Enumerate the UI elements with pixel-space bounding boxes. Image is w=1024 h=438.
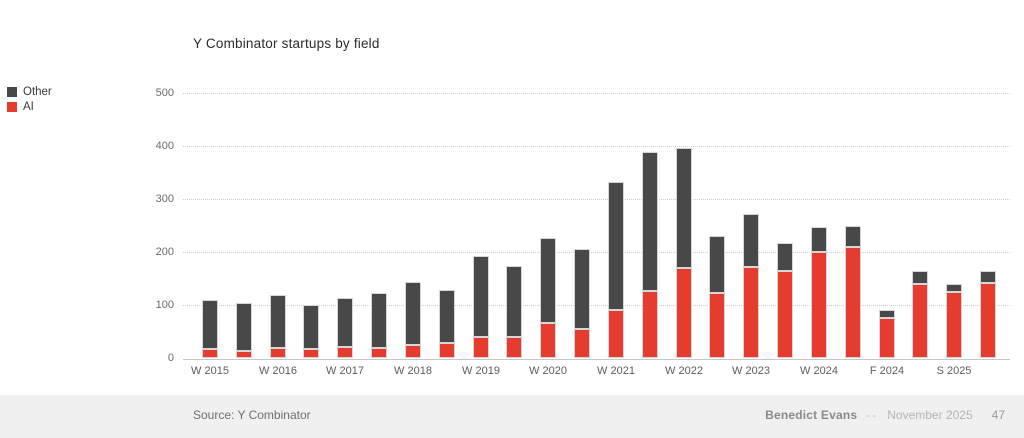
bar-segment-other bbox=[980, 270, 996, 283]
source-caption: Source: Y Combinator bbox=[193, 408, 311, 422]
bar-segment-ai bbox=[236, 350, 252, 359]
bar-segment-other bbox=[608, 182, 624, 310]
bar-segment-other bbox=[439, 290, 455, 343]
bar-segment-other bbox=[912, 270, 928, 285]
bar-segment-other bbox=[405, 282, 421, 346]
bar-segment-ai bbox=[270, 347, 286, 359]
page-number: 47 bbox=[991, 408, 1005, 422]
legend-item-other: Other bbox=[7, 84, 52, 99]
bar-segment-other bbox=[946, 284, 962, 292]
x-axis-tick-label: W 2020 bbox=[529, 365, 567, 377]
x-axis-tick-label: W 2015 bbox=[191, 365, 229, 377]
author-name: Benedict Evans bbox=[765, 408, 858, 422]
legend-label-other: Other bbox=[23, 85, 52, 98]
bar-segment-ai bbox=[337, 346, 353, 359]
bar-segment-other bbox=[303, 305, 319, 349]
chart-legend: Other AI bbox=[7, 84, 52, 114]
bar-segment-other bbox=[676, 147, 692, 269]
legend-swatch-ai bbox=[7, 101, 17, 112]
bar-segment-other bbox=[743, 214, 759, 268]
bar-segment-other bbox=[202, 300, 218, 349]
footer-bar: Source: Y Combinator Benedict Evans -- N… bbox=[0, 395, 1024, 438]
gridline-0 bbox=[183, 358, 1010, 360]
bar-segment-ai bbox=[574, 329, 590, 359]
bar-segment-ai bbox=[777, 270, 793, 359]
x-axis-tick-label: S 2025 bbox=[936, 365, 972, 377]
slide-date: November 2025 bbox=[887, 408, 973, 422]
credit-separator: -- bbox=[866, 408, 879, 422]
bar-segment-other bbox=[506, 266, 522, 337]
bar-segment-other bbox=[709, 235, 725, 294]
bar-segment-other bbox=[777, 242, 793, 271]
bar-segment-ai bbox=[405, 345, 421, 359]
bar-segment-other bbox=[811, 226, 827, 253]
y-axis-tick-label: 500 bbox=[155, 86, 174, 99]
x-axis-tick-label: W 2017 bbox=[326, 365, 364, 377]
bar-segment-other bbox=[879, 309, 895, 318]
y-axis-tick-label: 400 bbox=[155, 139, 174, 152]
bar-segment-ai bbox=[642, 290, 658, 359]
bar-segment-ai bbox=[608, 309, 624, 359]
bar-segment-other bbox=[845, 225, 861, 247]
x-axis-tick-label: W 2024 bbox=[800, 365, 838, 377]
footer-credit: Benedict Evans -- November 2025 47 bbox=[765, 408, 1005, 422]
gridline-300 bbox=[183, 199, 1010, 201]
y-axis-tick-label: 300 bbox=[155, 192, 174, 205]
gridline-500 bbox=[183, 93, 1010, 94]
x-axis-tick-label: W 2016 bbox=[259, 365, 297, 377]
bar-segment-ai bbox=[540, 323, 556, 359]
x-axis-tick-label: W 2019 bbox=[462, 365, 500, 377]
bar-segment-ai bbox=[473, 336, 489, 359]
bar-segment-other bbox=[371, 293, 387, 348]
x-axis-tick-label: W 2022 bbox=[665, 365, 703, 377]
bar-segment-other bbox=[473, 256, 489, 337]
bar-segment-ai bbox=[506, 336, 522, 359]
bar-segment-other bbox=[540, 238, 556, 324]
chart-title: Y Combinator startups by field bbox=[193, 36, 380, 51]
bar-segment-ai bbox=[811, 252, 827, 359]
bar-segment-ai bbox=[303, 348, 319, 359]
bar-segment-ai bbox=[743, 267, 759, 359]
bar-segment-ai bbox=[980, 282, 996, 359]
bar-segment-ai bbox=[946, 291, 962, 359]
bar-segment-other bbox=[236, 303, 252, 351]
bar-segment-other bbox=[574, 249, 590, 330]
y-axis-tick-label: 200 bbox=[155, 245, 174, 258]
bar-segment-ai bbox=[709, 293, 725, 359]
legend-label-ai: AI bbox=[23, 100, 34, 113]
bar-segment-other bbox=[337, 297, 353, 347]
gridline-100 bbox=[183, 305, 1010, 307]
legend-swatch-other bbox=[7, 86, 17, 97]
x-axis-tick-label: W 2021 bbox=[597, 365, 635, 377]
bar-segment-ai bbox=[439, 342, 455, 359]
bar-segment-ai bbox=[879, 317, 895, 359]
y-axis-tick-label: 0 bbox=[167, 352, 174, 364]
y-axis-tick-label: 100 bbox=[155, 298, 174, 311]
x-axis-tick-label: F 2024 bbox=[869, 365, 905, 377]
x-axis-tick-label: W 2023 bbox=[732, 365, 770, 377]
bar-segment-ai bbox=[202, 348, 218, 359]
x-axis-tick-label: W 2018 bbox=[394, 365, 432, 377]
bar-segment-other bbox=[270, 294, 286, 348]
legend-item-ai: AI bbox=[7, 99, 52, 114]
bar-segment-ai bbox=[845, 246, 861, 359]
bar-segment-other bbox=[642, 152, 658, 291]
gridline-400 bbox=[183, 146, 1010, 148]
gridline-200 bbox=[183, 252, 1010, 254]
bar-segment-ai bbox=[371, 347, 387, 359]
bar-segment-ai bbox=[912, 284, 928, 359]
bar-segment-ai bbox=[676, 268, 692, 359]
